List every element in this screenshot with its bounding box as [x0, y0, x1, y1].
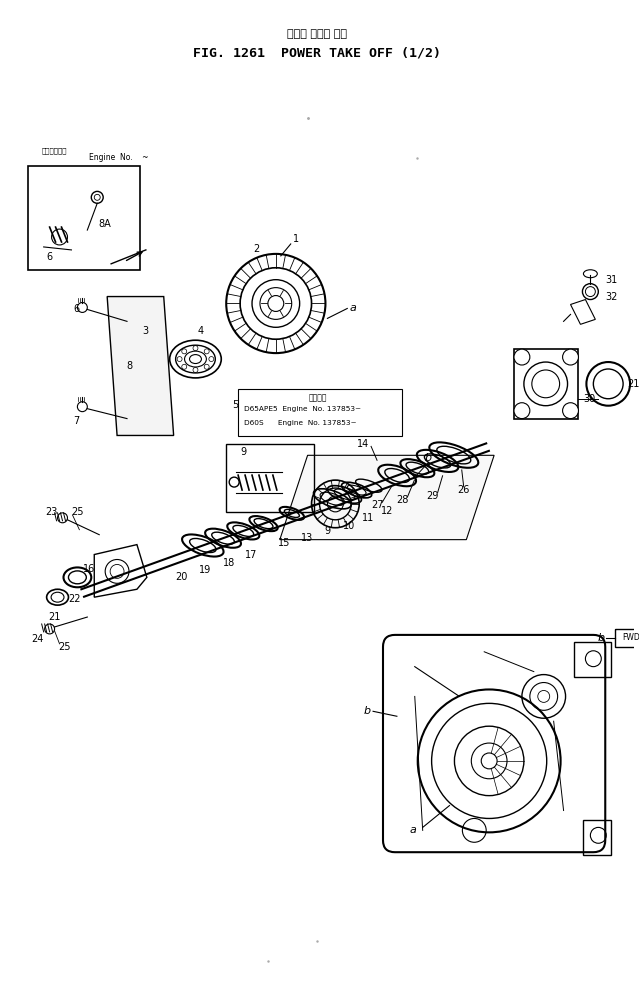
Bar	[238, 389, 402, 436]
Text: D65APE5  Engine  No. 137853~: D65APE5 Engine No. 137853~	[244, 405, 361, 411]
Text: Engine  No.    ~: Engine No. ~	[89, 153, 149, 162]
Text: 9: 9	[325, 525, 330, 536]
Text: 13: 13	[301, 533, 313, 543]
Text: b: b	[425, 453, 432, 463]
Text: a: a	[350, 304, 357, 314]
Text: 32: 32	[605, 292, 618, 302]
Text: FWD: FWD	[622, 633, 639, 643]
Text: 25: 25	[58, 642, 71, 652]
Bar	[226, 444, 314, 512]
Text: 18: 18	[223, 558, 236, 568]
Text: 15: 15	[278, 538, 290, 548]
Text: 27: 27	[371, 500, 383, 510]
Text: 12: 12	[380, 505, 393, 515]
Text: エンジン番号: エンジン番号	[42, 147, 67, 154]
Text: 31: 31	[605, 275, 617, 285]
Text: b: b	[597, 633, 605, 643]
Text: 21: 21	[627, 379, 639, 389]
Text: 29: 29	[426, 491, 439, 500]
Text: 30: 30	[583, 394, 596, 404]
Text: 20: 20	[175, 573, 187, 583]
Text: 2: 2	[253, 244, 259, 254]
Circle shape	[562, 403, 578, 418]
Text: 11: 11	[362, 513, 374, 523]
Text: D60S      Engine  No. 137853~: D60S Engine No. 137853~	[244, 419, 357, 425]
Text: 適用号機: 適用号機	[308, 394, 327, 403]
Text: FIG. 1261  POWER TAKE OFF (1/2): FIG. 1261 POWER TAKE OFF (1/2)	[192, 46, 440, 60]
Polygon shape	[280, 455, 494, 540]
Text: 14: 14	[357, 439, 369, 449]
Bar	[514, 349, 578, 418]
Circle shape	[514, 349, 530, 365]
Text: 5: 5	[232, 400, 238, 409]
Text: 10: 10	[343, 521, 355, 531]
Text: 26: 26	[458, 485, 470, 494]
Text: パワー テーク オフ: パワー テーク オフ	[286, 29, 346, 39]
Text: b: b	[364, 706, 371, 716]
Text: 3: 3	[142, 326, 149, 336]
Text: 28: 28	[396, 494, 409, 505]
Text: 9: 9	[240, 447, 246, 457]
Bar	[27, 165, 140, 270]
Circle shape	[514, 403, 530, 418]
Text: 17: 17	[245, 550, 258, 561]
Text: 16: 16	[83, 565, 95, 575]
Text: 4: 4	[197, 326, 203, 336]
Polygon shape	[107, 297, 174, 435]
Text: 8: 8	[126, 361, 132, 371]
Text: a: a	[410, 826, 416, 836]
Text: 1: 1	[293, 234, 299, 244]
Text: 24: 24	[31, 634, 44, 644]
Text: 8A: 8A	[99, 220, 112, 229]
Bar	[615, 629, 639, 647]
Text: 25: 25	[71, 507, 84, 517]
Text: 22: 22	[68, 594, 81, 604]
Text: 6: 6	[73, 305, 79, 315]
Text: 21: 21	[49, 612, 61, 622]
Text: 7: 7	[73, 415, 79, 425]
Text: 19: 19	[199, 565, 212, 575]
Text: 23: 23	[45, 507, 58, 517]
Text: 6: 6	[47, 252, 52, 262]
Circle shape	[562, 349, 578, 365]
